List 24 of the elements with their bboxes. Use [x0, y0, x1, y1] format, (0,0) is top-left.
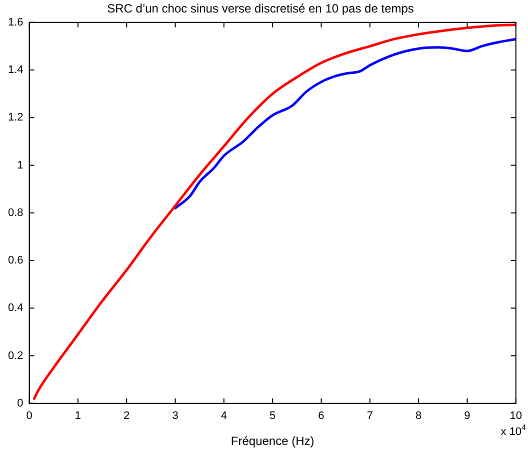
x-axis-title: Fréquence (Hz): [230, 434, 314, 448]
y-tick-label: 1.4: [8, 64, 24, 76]
x-tick-label: 8: [416, 410, 422, 422]
x-tick-label: 7: [366, 410, 373, 422]
y-tick-label: 0.2: [8, 350, 24, 362]
x-tick-label: 1: [74, 410, 82, 422]
x-tick-label: 4: [220, 410, 227, 422]
y-tick-label: 0.4: [8, 302, 24, 314]
y-tick-label: 0.6: [8, 254, 24, 267]
x-tick-label: 10: [510, 410, 522, 422]
line-series: [32, 24, 516, 400]
y-tick-label: 1.6: [8, 16, 24, 28]
y-tick-label: 1: [17, 159, 24, 172]
y-tick-label: 1.2: [8, 112, 24, 124]
x-tick-label: 2: [124, 410, 130, 422]
y-tick-label: 0.8: [8, 206, 24, 219]
x-tick-label: 6: [318, 410, 324, 422]
line-series: [174, 38, 516, 210]
x-tick-label: 5: [270, 410, 276, 422]
y-tick-label: 0: [17, 397, 24, 410]
x-tick-label: 3: [172, 410, 178, 422]
chart-title: SRC d’un choc sinus verse discretisé en 10 pas de temps: [107, 2, 414, 16]
x-tick-label: 0: [26, 410, 32, 422]
x-tick-label: 9: [464, 410, 470, 422]
